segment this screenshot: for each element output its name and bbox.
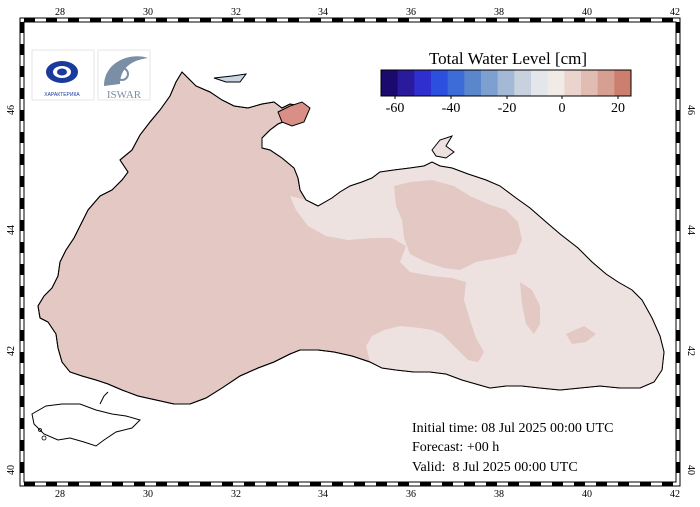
lon-tick-bottom: 32 xyxy=(231,489,241,500)
lon-tick-bottom: 36 xyxy=(406,489,416,500)
lon-tick-top: 40 xyxy=(582,7,592,18)
info-initial-time: Initial time: 08 Jul 2025 00:00 UTC xyxy=(412,421,614,436)
lon-tick-top: 32 xyxy=(231,7,241,18)
lat-tick-left: 42 xyxy=(6,346,17,356)
colorbar-swatch xyxy=(397,70,415,96)
colorbar-title: Total Water Level [cm] xyxy=(429,49,587,68)
lon-tick-bottom: 42 xyxy=(670,489,680,500)
sea-positive-patch-east xyxy=(394,180,522,270)
bosphorus-line xyxy=(99,391,109,405)
lon-tick-bottom: 40 xyxy=(582,489,592,500)
lon-tick-top: 34 xyxy=(318,7,328,18)
colorbar-tick-label: -20 xyxy=(498,101,517,116)
lon-tick-bottom: 38 xyxy=(494,489,504,500)
colorbar-swatch xyxy=(531,70,549,96)
colorbar-tick-label: -60 xyxy=(386,101,405,116)
lat-tick-right: 40 xyxy=(685,465,696,475)
colorbar: Total Water Level [cm] -60 -40 -20 0 20 xyxy=(380,49,632,116)
colorbar-swatch xyxy=(447,70,465,96)
sea-hotspot xyxy=(277,101,311,127)
longitude-ticks: 28 28 30 30 32 32 34 34 36 36 38 38 40 40 42 42 xyxy=(55,7,680,500)
colorbar-tick-label: 0 xyxy=(559,101,566,116)
lat-tick-left: 44 xyxy=(6,225,17,235)
lon-tick-top: 36 xyxy=(406,7,416,18)
sea-positive-patch-south xyxy=(520,282,540,334)
kerch-strait-lagoon xyxy=(431,135,455,159)
colorbar-tick-label: -40 xyxy=(442,101,461,116)
azov-sea xyxy=(213,73,248,83)
logo-left-text: ХАРАКТЕРИКА xyxy=(44,92,80,98)
frame-checker-border xyxy=(20,18,680,486)
lon-tick-top: 38 xyxy=(494,7,504,18)
latitude-ticks: 40 40 42 42 44 44 46 46 xyxy=(6,105,696,475)
info-forecast: Forecast: +00 h xyxy=(412,440,500,455)
marmara-sea xyxy=(31,403,141,447)
logos: ХАРАКТЕРИКА ISWAR xyxy=(31,49,151,101)
colorbar-swatch xyxy=(464,70,482,96)
colorbar-swatch xyxy=(581,70,599,96)
colorbar-swatch xyxy=(597,70,615,96)
info-valid-time: Valid: 8 Jul 2025 00:00 UTC xyxy=(412,460,578,475)
colorbar-swatch xyxy=(431,70,449,96)
lat-tick-right: 46 xyxy=(685,105,696,115)
colorbar-swatch xyxy=(614,70,632,96)
logo-right-wave-icon xyxy=(104,56,148,86)
colorbar-tick-label: 20 xyxy=(611,101,625,116)
lon-tick-bottom: 34 xyxy=(318,489,328,500)
logo-right-text: ISWAR xyxy=(107,89,142,101)
lat-tick-left: 40 xyxy=(6,465,17,475)
black-sea xyxy=(31,71,665,447)
colorbar-swatch xyxy=(497,70,515,96)
colorbar-swatch xyxy=(414,70,432,96)
colorbar-swatch xyxy=(514,70,532,96)
lat-tick-right: 44 xyxy=(685,225,696,235)
colorbar-swatch xyxy=(481,70,499,96)
colorbar-swatch xyxy=(564,70,582,96)
colorbar-swatches xyxy=(381,70,632,96)
lat-tick-right: 42 xyxy=(685,346,696,356)
coastline xyxy=(37,71,665,405)
lon-tick-top: 28 xyxy=(55,7,65,18)
colorbar-swatch xyxy=(381,70,399,96)
lon-tick-bottom: 30 xyxy=(143,489,153,500)
sea-positive-patch-se xyxy=(566,326,596,344)
colorbar-ticks: -60 -40 -20 0 20 xyxy=(386,96,625,116)
lon-tick-top: 30 xyxy=(143,7,153,18)
colorbar-swatch xyxy=(547,70,565,96)
lon-tick-bottom: 28 xyxy=(55,489,65,500)
lon-tick-top: 42 xyxy=(670,7,680,18)
lat-tick-left: 46 xyxy=(6,105,17,115)
